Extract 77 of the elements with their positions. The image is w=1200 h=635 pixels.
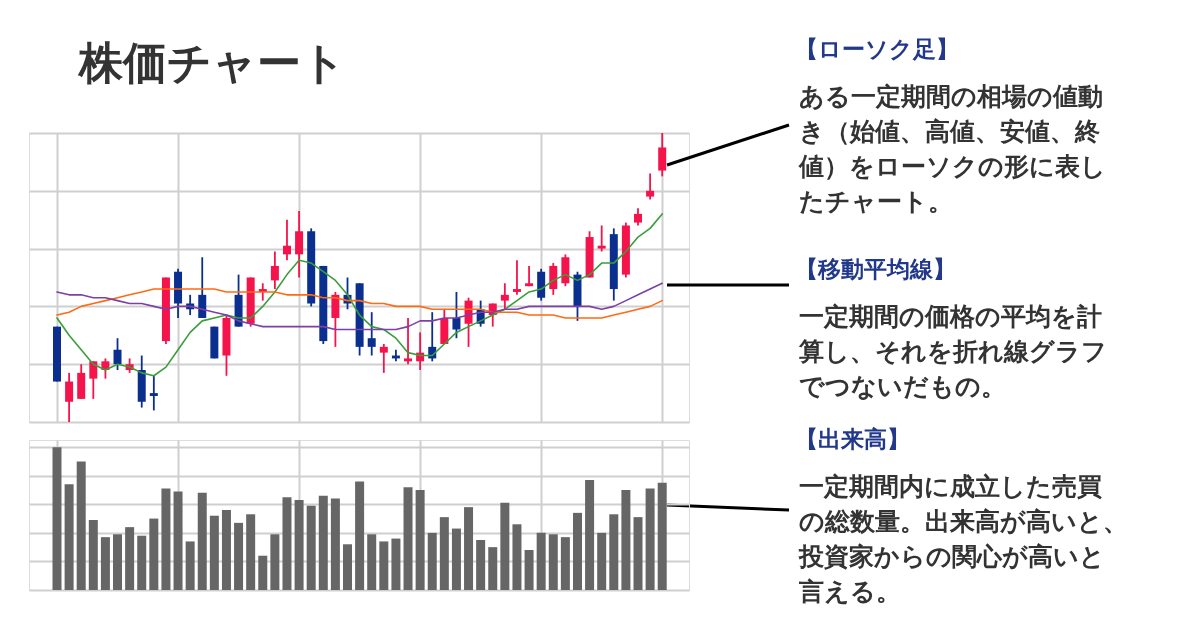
bar <box>234 522 244 590</box>
candlestick <box>549 262 558 296</box>
bar <box>488 547 498 590</box>
candlestick <box>500 282 509 311</box>
candlestick <box>379 343 388 374</box>
bar <box>209 515 219 590</box>
bar <box>76 461 86 590</box>
bar <box>572 512 582 590</box>
candlestick <box>512 259 521 296</box>
bar <box>355 481 365 590</box>
bar <box>415 490 425 590</box>
text: ある一定期間の相場の値動き（始値、高値、安値、終値）をローソクの形に表したチャート。 <box>798 82 1106 216</box>
candlestick <box>89 360 98 400</box>
bar <box>318 495 328 590</box>
bar <box>52 447 62 590</box>
bar <box>330 498 340 590</box>
bar <box>524 550 534 590</box>
bar <box>294 500 304 590</box>
candlestick <box>65 371 74 423</box>
text: 一定期間の価格の平均を計算し、それを折れ線グラフでつないだもの。 <box>798 302 1107 401</box>
bar <box>88 520 98 590</box>
candlestick <box>198 256 207 319</box>
candlestick <box>295 210 304 279</box>
bar <box>113 534 123 590</box>
bar <box>391 538 401 590</box>
bar <box>161 488 171 590</box>
bar <box>597 532 607 590</box>
text: 【移動平均線】 <box>795 256 956 282</box>
candlestick <box>658 132 667 178</box>
bar <box>464 507 474 590</box>
bar <box>451 528 461 590</box>
bar <box>173 491 183 590</box>
candlestick <box>282 218 291 262</box>
candlestick <box>367 311 376 357</box>
candlestick <box>270 250 279 290</box>
text: 【出来高】 <box>795 426 910 452</box>
bar <box>258 555 268 590</box>
candlestick <box>452 291 461 340</box>
bar <box>197 492 207 590</box>
candlestick <box>113 337 122 371</box>
bar <box>270 534 280 590</box>
bar <box>306 505 316 590</box>
bar <box>403 487 413 590</box>
bar <box>536 532 546 590</box>
chart-title: 株価チャート <box>77 37 346 88</box>
candlestick <box>404 317 413 366</box>
bar <box>246 514 256 590</box>
candlestick <box>149 374 158 412</box>
bar <box>621 490 631 590</box>
bar <box>367 534 377 590</box>
bar <box>476 540 486 590</box>
bar <box>221 510 231 590</box>
bar <box>137 535 147 590</box>
bar <box>439 517 449 590</box>
candlestick <box>597 224 606 253</box>
bar <box>427 532 437 590</box>
bar <box>100 537 110 590</box>
bar <box>149 518 159 590</box>
candlestick <box>646 172 655 201</box>
bar <box>645 488 655 590</box>
bar <box>512 524 522 590</box>
bar <box>64 484 74 590</box>
bar <box>125 527 135 590</box>
bar <box>379 541 389 590</box>
bar <box>185 541 195 590</box>
bar <box>609 514 619 590</box>
text: 【ローソク足】 <box>795 36 959 62</box>
candlestick <box>331 291 340 348</box>
text: 一定期間内に成立した売買の総数量。出来高が高いと、投資家からの関心が高いと言える。 <box>798 472 1128 606</box>
bar <box>343 544 352 590</box>
bar <box>282 497 292 590</box>
bar <box>500 502 510 590</box>
bar <box>548 534 558 590</box>
bar <box>585 480 595 590</box>
bar <box>633 517 643 590</box>
bar <box>657 482 667 590</box>
bar <box>560 537 570 590</box>
